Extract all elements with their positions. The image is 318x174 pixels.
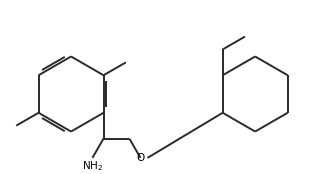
Text: O: O xyxy=(136,153,145,163)
Text: NH$_2$: NH$_2$ xyxy=(82,159,103,173)
